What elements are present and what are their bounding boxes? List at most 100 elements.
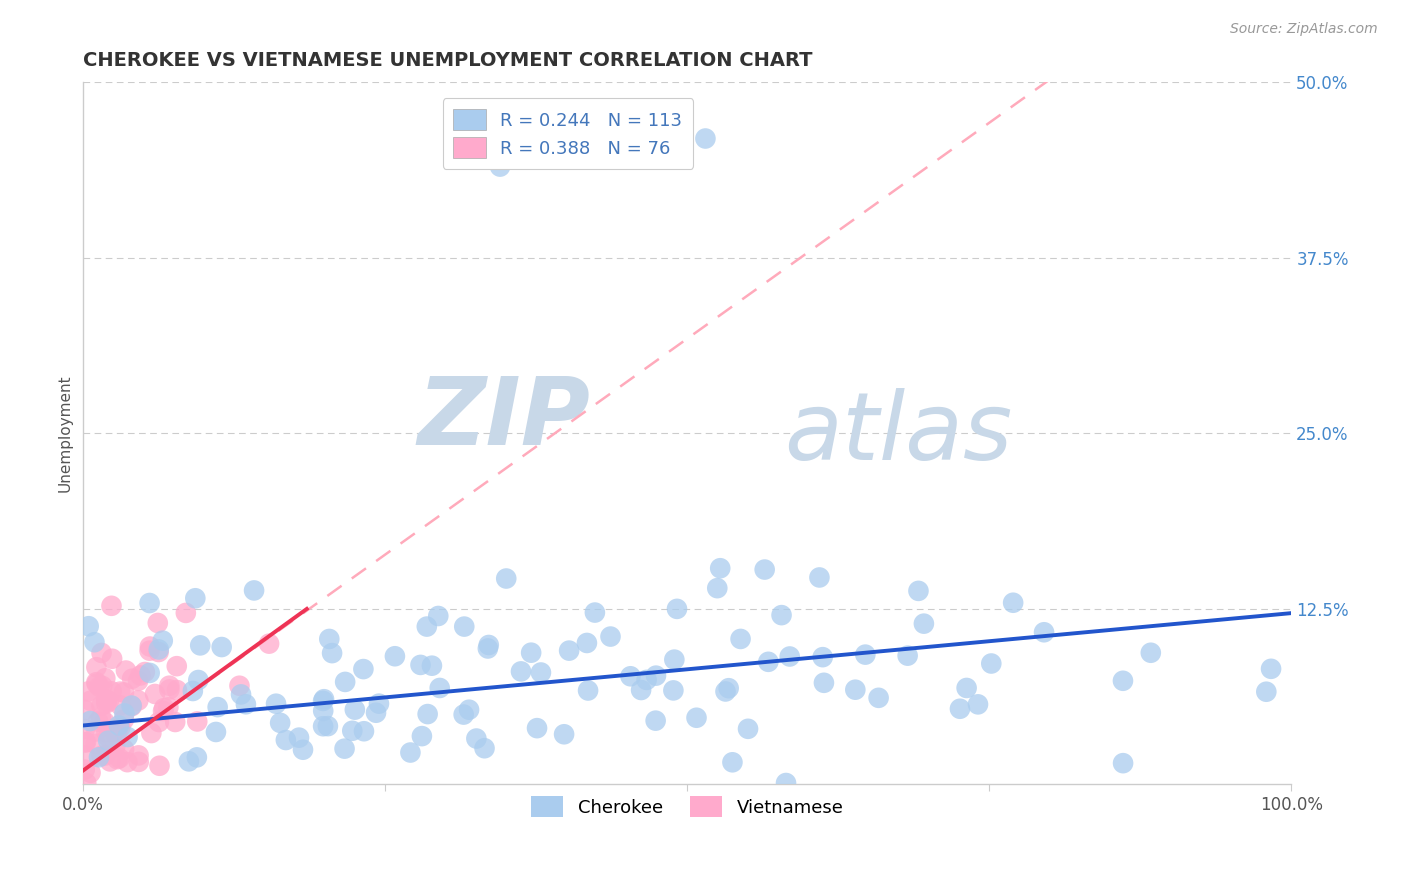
Point (94, 748, 117, 763)
Point (152, 633, 174, 648)
Point (188, 639, 211, 653)
Point (166, 683, 188, 698)
Point (141, 726, 163, 740)
Text: Source: ZipAtlas.com: Source: ZipAtlas.com (1230, 22, 1378, 37)
Text: CHEROKEE VS VIETNAMESE UNEMPLOYMENT CORRELATION CHART: CHEROKEE VS VIETNAMESE UNEMPLOYMENT CORR… (83, 51, 813, 70)
Point (104, 739, 127, 754)
Point (75, 776, 97, 790)
Point (96, 696, 118, 710)
Point (96, 693, 118, 707)
Point (153, 701, 176, 715)
Point (73, 763, 96, 777)
Point (138, 643, 160, 657)
Point (695, 131, 717, 145)
Point (97, 730, 120, 744)
Y-axis label: Unemployment: Unemployment (58, 375, 72, 492)
Point (139, 640, 162, 654)
Point (112, 713, 135, 727)
Point (75, 735, 97, 749)
Point (86, 660, 108, 674)
Point (90, 748, 112, 763)
Point (630, 683, 652, 698)
Point (264, 697, 287, 711)
Point (207, 700, 229, 714)
Point (83, 635, 105, 649)
Point (157, 700, 180, 714)
Point (645, 668, 668, 682)
Point (108, 718, 131, 732)
Point (96, 725, 118, 739)
Point (177, 755, 200, 769)
Point (416, 619, 439, 633)
Point (89, 680, 111, 694)
Point (229, 687, 252, 701)
Point (312, 719, 335, 733)
Point (411, 729, 433, 743)
Point (121, 672, 143, 686)
Point (756, 655, 779, 669)
Point (409, 657, 432, 672)
Point (312, 694, 335, 708)
Point (420, 658, 443, 673)
Point (73, 722, 96, 736)
Point (530, 665, 553, 680)
Point (77, 684, 100, 698)
Point (636, 673, 658, 687)
Point (558, 643, 581, 657)
Point (318, 632, 340, 646)
Point (312, 692, 335, 706)
Point (110, 721, 132, 735)
Point (644, 714, 666, 728)
Point (165, 714, 187, 729)
Point (664, 652, 686, 666)
Point (112, 706, 135, 721)
Point (101, 652, 124, 666)
Point (148, 714, 170, 729)
Point (84, 724, 107, 739)
Point (811, 650, 834, 665)
Point (121, 698, 143, 713)
Point (1112, 756, 1135, 771)
Point (1256, 684, 1278, 698)
Point (96, 692, 118, 706)
Point (98, 755, 121, 769)
Point (868, 690, 890, 705)
Point (730, 632, 752, 646)
Point (665, 602, 688, 616)
Point (86, 677, 108, 691)
Point (90, 698, 112, 713)
Point (316, 719, 339, 733)
Point (844, 682, 866, 697)
Point (575, 636, 598, 650)
Point (808, 570, 831, 584)
Point (474, 741, 496, 756)
Point (384, 649, 406, 664)
Point (706, 581, 728, 595)
Point (90, 646, 112, 660)
Point (662, 683, 685, 698)
Point (583, 606, 606, 620)
Point (333, 674, 356, 689)
Point (399, 746, 422, 760)
Point (619, 669, 641, 683)
Point (775, 776, 797, 790)
Point (754, 563, 776, 577)
Point (477, 641, 499, 656)
Point (94, 671, 117, 685)
Point (138, 596, 160, 610)
Point (73, 748, 96, 763)
Point (1002, 596, 1025, 610)
Point (129, 668, 152, 682)
Point (967, 698, 990, 712)
Point (813, 675, 835, 690)
Point (205, 725, 228, 739)
Point (166, 659, 188, 673)
Point (152, 704, 174, 718)
Point (912, 616, 935, 631)
Point (97, 694, 120, 708)
Point (257, 637, 280, 651)
Point (714, 684, 737, 698)
Point (128, 748, 150, 763)
Point (134, 665, 156, 679)
Point (274, 733, 297, 747)
